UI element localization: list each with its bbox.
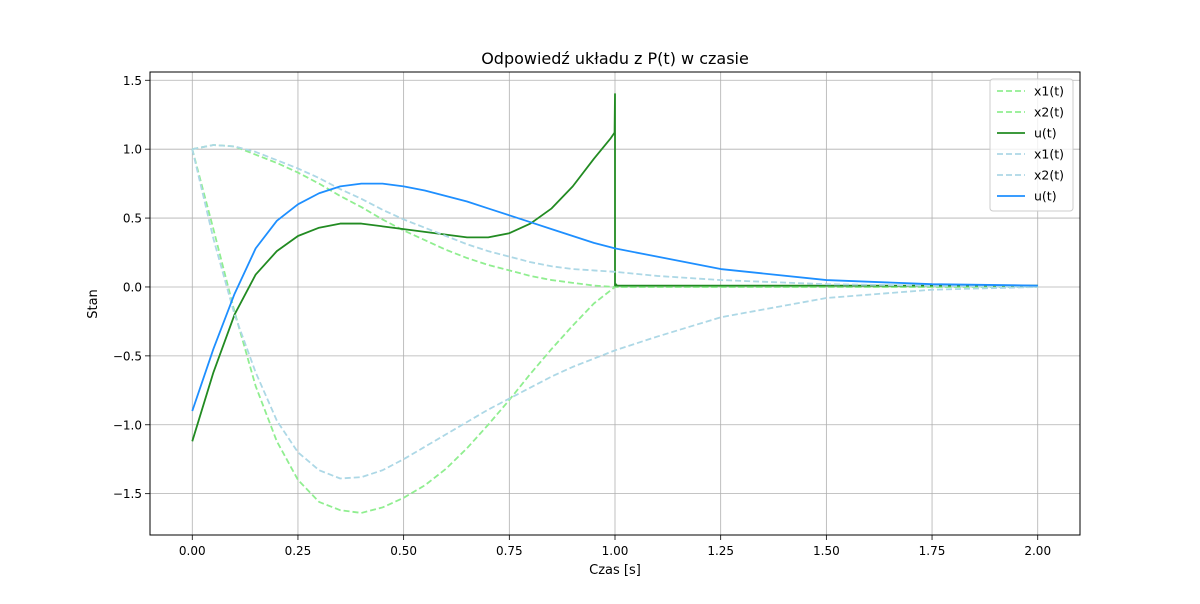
y-tick-label: 0.5 [123,212,142,226]
x-tick-label: 1.00 [602,544,629,558]
legend: x1(t) x2(t) u(t) x1(t) x2(t) u(t) [989,78,1074,212]
series-lines [191,93,1038,514]
series-line-3 [191,93,1038,442]
x-tick-label: 1.75 [919,544,946,558]
series-line-5 [191,148,1038,480]
series-line-6 [191,182,1038,412]
y-tick-label: 0.0 [123,280,142,294]
y-tick-label: −1.5 [113,487,142,501]
legend-label-6: u(t) [1034,189,1057,204]
y-tick-label: 1.5 [123,74,142,88]
series-line-4 [192,144,1038,288]
legend-label-5: x2(t) [1034,168,1064,183]
x-tick-label: 0.50 [390,544,417,558]
x-tick-label: 1.50 [813,544,840,558]
series-line-2 [191,148,1038,514]
x-tick-label: 0.25 [285,544,312,558]
y-axis-label: Stan [86,289,101,319]
x-axis-label: Czas [s] [589,563,641,578]
x-tick-label: 1.25 [707,544,734,558]
legend-label-2: x2(t) [1034,105,1064,120]
legend-label-4: x1(t) [1034,147,1064,162]
x-tick-label: 2.00 [1024,544,1051,558]
legend-label-1: x1(t) [1034,84,1064,99]
legend-label-3: u(t) [1034,126,1057,141]
x-tick-label: 0.00 [179,544,206,558]
x-tick-label: 0.75 [496,544,523,558]
chart-title: Odpowiedź układu z P(t) w czasie [481,49,749,68]
legend-box [989,78,1074,212]
y-tick-label: 1.0 [123,143,142,157]
axis-ticks: 0.00 0.25 0.50 0.75 1.00 1.25 1.50 1.75 2.00 −1.5… [113,74,1051,558]
y-tick-label: −0.5 [113,349,142,363]
y-tick-label: −1.0 [113,418,142,432]
